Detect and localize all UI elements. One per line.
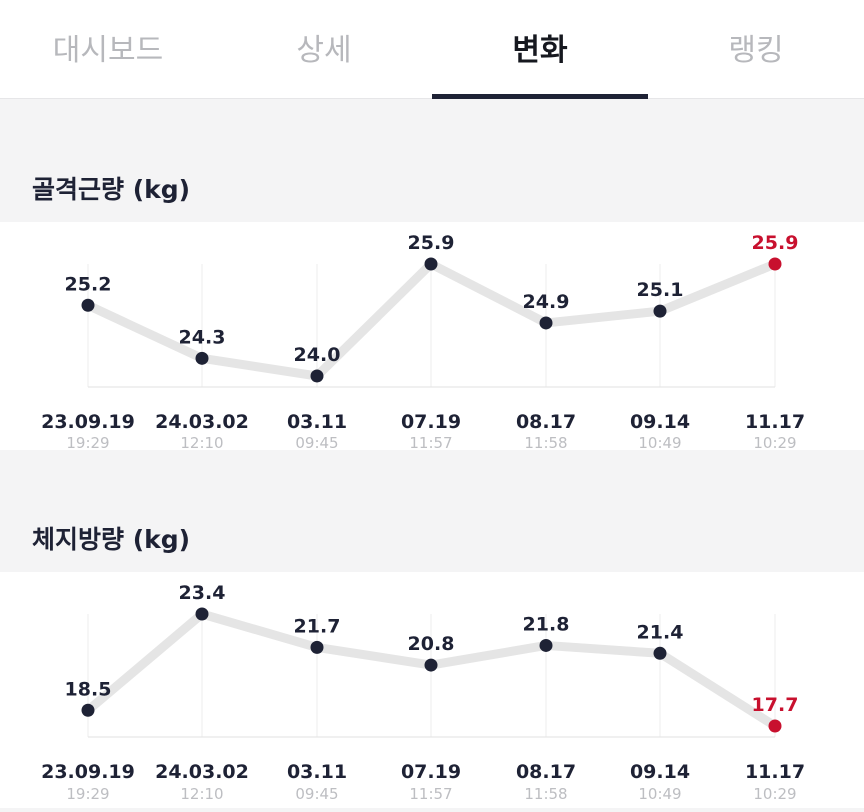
data-label: 18.5 xyxy=(65,678,112,700)
body-fat-chart: 18.5 23.09.19 19:29 23.4 24.03.02 12:10 21.7 03… xyxy=(41,582,805,803)
data-label: 23.4 xyxy=(179,582,226,604)
x-tick-label: 24.03.02 xyxy=(155,411,249,433)
chart-title-skeletal-muscle: 골격근량 (kg) xyxy=(32,175,191,204)
x-tick-time: 11:58 xyxy=(524,434,567,450)
tab-dashboard[interactable]: 대시보드 xyxy=(52,33,164,68)
data-point[interactable] xyxy=(195,351,209,365)
x-tick-time: 10:49 xyxy=(638,785,681,803)
data-point[interactable] xyxy=(310,369,324,383)
data-point[interactable] xyxy=(81,298,95,312)
x-tick-label: 09.14 xyxy=(630,761,690,783)
data-point[interactable] xyxy=(768,257,782,271)
data-label: 17.7 xyxy=(752,694,799,716)
data-point[interactable] xyxy=(81,703,95,717)
data-label: 24.9 xyxy=(523,291,570,313)
x-tick-label: 03.11 xyxy=(287,761,347,783)
x-tick-time: 12:10 xyxy=(180,434,223,450)
x-tick-label: 07.19 xyxy=(401,411,461,433)
x-tick-label: 07.19 xyxy=(401,761,461,783)
tab-bar: 대시보드 상세 변화 랭킹 xyxy=(0,0,864,99)
data-point[interactable] xyxy=(653,304,667,318)
x-tick-label: 23.09.19 xyxy=(41,411,135,433)
x-tick-label: 24.03.02 xyxy=(155,761,249,783)
data-point[interactable] xyxy=(424,257,438,271)
x-tick-time: 10:49 xyxy=(638,434,681,450)
data-point[interactable] xyxy=(539,638,553,652)
data-point[interactable] xyxy=(310,640,324,654)
data-point[interactable] xyxy=(653,646,667,660)
x-tick-time: 09:45 xyxy=(295,785,338,803)
x-tick-label: 03.11 xyxy=(287,411,347,433)
data-label: 25.9 xyxy=(752,232,799,254)
x-tick-label: 08.17 xyxy=(516,761,576,783)
x-tick-time: 11:57 xyxy=(409,785,452,803)
data-label: 20.8 xyxy=(408,633,455,655)
x-tick-time: 10:29 xyxy=(753,434,796,450)
x-tick-label: 11.17 xyxy=(745,761,805,783)
x-tick-label: 11.17 xyxy=(745,411,805,433)
data-point[interactable] xyxy=(539,316,553,330)
data-label: 24.3 xyxy=(179,326,226,348)
data-label: 21.7 xyxy=(294,615,341,637)
skeletal-muscle-chart-card: 25.2 23.09.19 19:29 24.3 24.03.02 12:10 24.0 03… xyxy=(0,222,864,452)
x-tick-time: 12:10 xyxy=(180,785,223,803)
x-tick-time: 11:57 xyxy=(409,434,452,450)
x-tick-label: 09.14 xyxy=(630,411,690,433)
data-label: 21.8 xyxy=(523,613,570,635)
x-tick-time: 19:29 xyxy=(66,785,109,803)
x-tick-time: 10:29 xyxy=(753,785,796,803)
tab-detail[interactable]: 상세 xyxy=(296,33,352,68)
data-point[interactable] xyxy=(195,607,209,621)
body-fat-chart-card: 18.5 23.09.19 19:29 23.4 24.03.02 12:10 21.7 03… xyxy=(0,572,864,808)
x-tick-label: 23.09.19 xyxy=(41,761,135,783)
data-label: 24.0 xyxy=(294,344,341,366)
x-tick-label: 08.17 xyxy=(516,411,576,433)
data-label: 25.1 xyxy=(637,279,684,301)
data-label: 25.9 xyxy=(408,232,455,254)
x-tick-time: 11:58 xyxy=(524,785,567,803)
x-tick-time: 09:45 xyxy=(295,434,338,450)
data-label: 25.2 xyxy=(65,273,112,295)
tab-change[interactable]: 변화 xyxy=(432,0,648,99)
chart-title-body-fat: 체지방량 (kg) xyxy=(32,525,191,554)
data-label: 21.4 xyxy=(637,621,684,643)
x-tick-time: 19:29 xyxy=(66,434,109,450)
data-point[interactable] xyxy=(768,719,782,733)
tab-ranking[interactable]: 랭킹 xyxy=(728,33,784,68)
data-point[interactable] xyxy=(424,658,438,672)
